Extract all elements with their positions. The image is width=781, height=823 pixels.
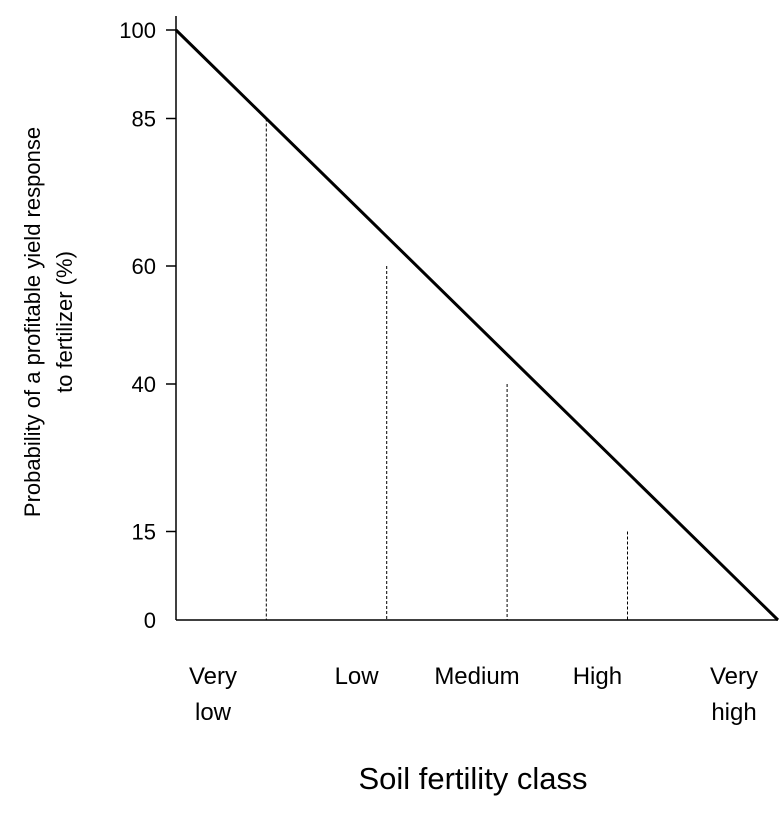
x-category-label-line: high <box>711 699 756 726</box>
x-axis-label: Soil fertility class <box>358 761 587 796</box>
y-tick-label: 40 <box>132 372 156 397</box>
y-tick-label: 15 <box>132 520 156 545</box>
x-category-labels: Very low Low Medium High Very high <box>189 663 758 726</box>
x-category-label-line: Low <box>335 663 380 690</box>
x-category-label: High <box>573 663 622 690</box>
x-category-label: Very high <box>710 663 758 726</box>
x-category-label-line: low <box>195 699 232 726</box>
response-line <box>174 28 780 622</box>
x-category-label: Very low <box>189 663 237 726</box>
y-tick-label: 60 <box>132 254 156 279</box>
response-line-series <box>174 28 780 622</box>
x-category-label: Low <box>335 663 380 690</box>
x-category-label-line: Medium <box>434 663 519 690</box>
x-category-label: Medium <box>434 663 519 690</box>
x-category-label-line: Very <box>710 663 758 690</box>
x-category-label-line: Very <box>189 663 237 690</box>
y-tick-label: 100 <box>119 18 156 43</box>
y-axis-ticks: 0 15 40 60 85 100 <box>119 18 176 633</box>
y-axis-label-line: to fertilizer (%) <box>52 251 77 393</box>
y-axis-label-line: Probability of a profitable yield respon… <box>20 127 45 517</box>
y-axis-label: Probability of a profitable yield respon… <box>20 127 77 517</box>
x-category-label-line: High <box>573 663 622 690</box>
class-boundary-lines <box>265 118 628 620</box>
y-tick-label: 85 <box>132 107 156 132</box>
y-tick-label: 0 <box>144 608 156 633</box>
